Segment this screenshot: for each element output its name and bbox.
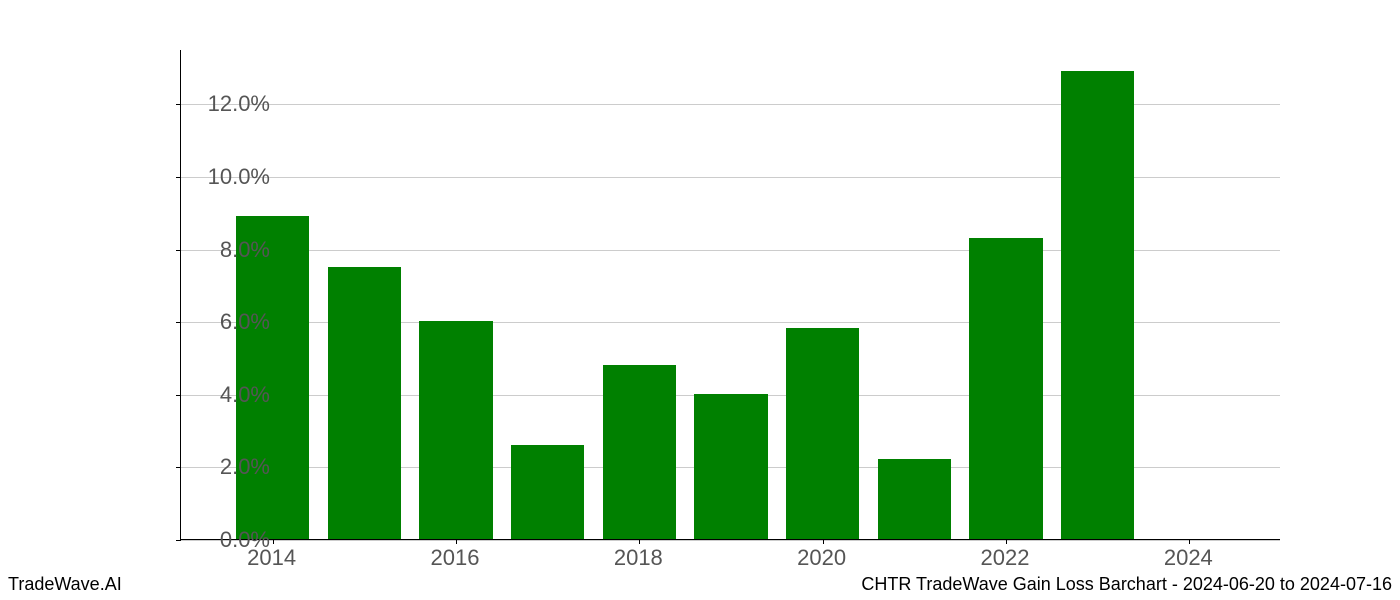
- gridline: [181, 540, 1280, 541]
- bar: [603, 365, 676, 539]
- bar: [511, 445, 584, 539]
- x-tick-label: 2016: [431, 545, 480, 571]
- y-tick-mark: [176, 104, 181, 105]
- x-tick-label: 2020: [797, 545, 846, 571]
- chart-container: [180, 50, 1280, 540]
- x-tick-label: 2022: [981, 545, 1030, 571]
- x-tick-mark: [1189, 539, 1190, 544]
- footer-left: TradeWave.AI: [8, 574, 122, 595]
- x-tick-label: 2024: [1164, 545, 1213, 571]
- bar: [419, 321, 492, 539]
- y-tick-label: 12.0%: [208, 91, 270, 117]
- bar: [878, 459, 951, 539]
- x-tick-mark: [639, 539, 640, 544]
- y-tick-mark: [176, 250, 181, 251]
- footer-right: CHTR TradeWave Gain Loss Barchart - 2024…: [861, 574, 1392, 595]
- x-tick-mark: [456, 539, 457, 544]
- plot-area: [180, 50, 1280, 540]
- y-tick-label: 8.0%: [220, 237, 270, 263]
- bar: [694, 394, 767, 539]
- y-tick-label: 6.0%: [220, 309, 270, 335]
- x-tick-label: 2014: [247, 545, 296, 571]
- y-tick-mark: [176, 177, 181, 178]
- y-tick-label: 2.0%: [220, 454, 270, 480]
- x-tick-mark: [1006, 539, 1007, 544]
- bar: [328, 267, 401, 539]
- bar: [1061, 71, 1134, 539]
- bar: [236, 216, 309, 539]
- y-tick-mark: [176, 322, 181, 323]
- bar: [786, 328, 859, 539]
- y-tick-mark: [176, 395, 181, 396]
- y-tick-label: 10.0%: [208, 164, 270, 190]
- y-tick-label: 4.0%: [220, 382, 270, 408]
- y-tick-mark: [176, 467, 181, 468]
- x-tick-label: 2018: [614, 545, 663, 571]
- y-tick-mark: [176, 540, 181, 541]
- x-tick-mark: [273, 539, 274, 544]
- x-tick-mark: [823, 539, 824, 544]
- bar: [969, 238, 1042, 539]
